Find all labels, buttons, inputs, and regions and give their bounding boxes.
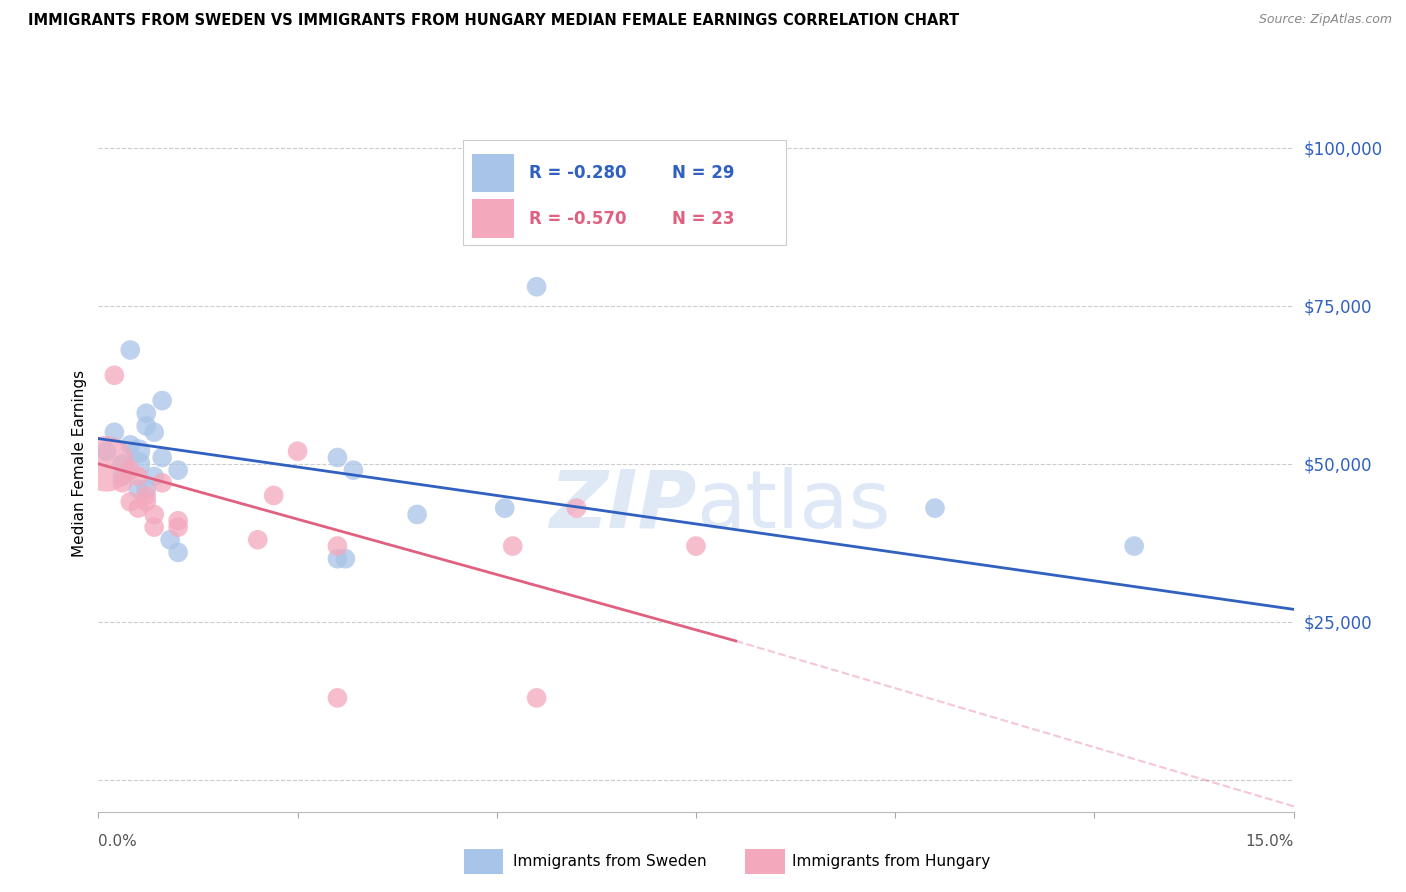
Point xyxy=(150,450,173,465)
Point xyxy=(120,438,142,452)
Point xyxy=(135,482,157,496)
Point xyxy=(135,495,157,509)
Point xyxy=(150,393,173,408)
Point xyxy=(127,469,149,483)
Point xyxy=(335,551,357,566)
Point xyxy=(127,482,149,496)
Point xyxy=(326,551,349,566)
Text: 0.0%: 0.0% xyxy=(98,834,138,849)
Point xyxy=(1123,539,1146,553)
Point xyxy=(494,501,516,516)
Point xyxy=(127,501,149,516)
Point xyxy=(111,457,134,471)
Point xyxy=(103,425,125,440)
Point xyxy=(287,444,309,458)
Point xyxy=(143,425,166,440)
Point xyxy=(167,463,190,477)
Point xyxy=(127,457,149,471)
Point xyxy=(342,463,364,477)
Text: N = 29: N = 29 xyxy=(672,164,734,182)
Point xyxy=(924,501,946,516)
Text: Immigrants from Sweden: Immigrants from Sweden xyxy=(513,855,707,869)
Point xyxy=(96,457,118,471)
Point xyxy=(120,495,142,509)
Point xyxy=(120,343,142,357)
Y-axis label: Median Female Earnings: Median Female Earnings xyxy=(72,370,87,558)
Point xyxy=(135,418,157,433)
Point xyxy=(143,469,166,483)
Text: 15.0%: 15.0% xyxy=(1246,834,1294,849)
Point xyxy=(143,520,166,534)
Text: ZIP: ZIP xyxy=(548,467,696,545)
Point xyxy=(127,444,149,458)
Point xyxy=(502,539,524,553)
Text: Source: ZipAtlas.com: Source: ZipAtlas.com xyxy=(1258,13,1392,27)
Point xyxy=(526,690,548,705)
Point xyxy=(143,508,166,522)
Point xyxy=(96,444,118,458)
Point xyxy=(135,406,157,420)
Point xyxy=(263,488,285,502)
Text: R = -0.570: R = -0.570 xyxy=(529,210,626,228)
Point xyxy=(167,520,190,534)
Point xyxy=(526,279,548,293)
Point xyxy=(103,368,125,383)
Text: atlas: atlas xyxy=(696,467,890,545)
Point xyxy=(326,690,349,705)
Point xyxy=(167,545,190,559)
FancyBboxPatch shape xyxy=(463,140,786,244)
Point xyxy=(111,475,134,490)
Text: IMMIGRANTS FROM SWEDEN VS IMMIGRANTS FROM HUNGARY MEDIAN FEMALE EARNINGS CORRELA: IMMIGRANTS FROM SWEDEN VS IMMIGRANTS FRO… xyxy=(28,13,959,29)
FancyBboxPatch shape xyxy=(472,154,515,193)
Point xyxy=(135,488,157,502)
Text: N = 23: N = 23 xyxy=(672,210,734,228)
Point xyxy=(159,533,181,547)
Point xyxy=(120,463,142,477)
Point xyxy=(326,450,349,465)
Text: R = -0.280: R = -0.280 xyxy=(529,164,626,182)
Point xyxy=(246,533,269,547)
Point xyxy=(326,539,349,553)
Point xyxy=(406,508,429,522)
FancyBboxPatch shape xyxy=(472,200,515,238)
Point xyxy=(150,475,173,490)
Point xyxy=(685,539,707,553)
Point xyxy=(565,217,588,231)
Point xyxy=(167,514,190,528)
Point xyxy=(111,469,134,483)
Text: Immigrants from Hungary: Immigrants from Hungary xyxy=(792,855,990,869)
Point xyxy=(565,501,588,516)
